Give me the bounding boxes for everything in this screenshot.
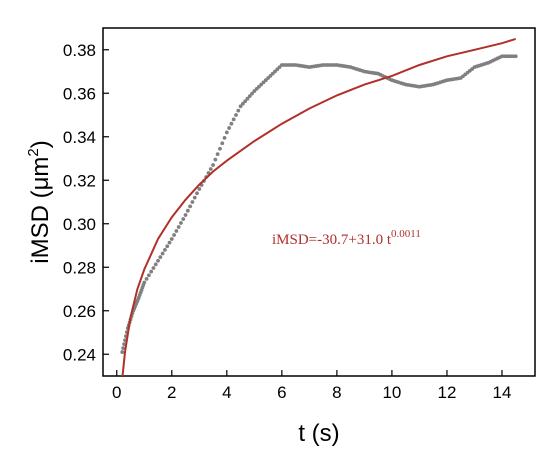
data-point xyxy=(158,255,163,259)
y-tick-label: 0.36 xyxy=(63,84,96,103)
data-point xyxy=(144,276,149,281)
data-point xyxy=(195,191,199,196)
data-point xyxy=(227,126,232,130)
y-axis-label-main: iMSD ( xyxy=(27,190,54,263)
y-tick-label: 0.28 xyxy=(63,258,96,277)
data-point xyxy=(197,187,202,191)
data-point xyxy=(169,237,174,241)
annotation-fit-equation: iMSD=-30.7+31.0 t0.0011 xyxy=(272,228,421,248)
annotation-base: iMSD=-30.7+31.0 t xyxy=(272,232,392,248)
data-point xyxy=(513,54,518,59)
fit-curve xyxy=(121,37,516,376)
plot-frame xyxy=(102,27,536,377)
data-point xyxy=(240,101,245,106)
y-tick-label: 0.26 xyxy=(63,302,96,321)
x-axis-label: t (s) xyxy=(298,420,339,447)
y-tick-label: 0.32 xyxy=(63,171,96,190)
y-tick-label: 0.34 xyxy=(63,128,96,147)
data-point xyxy=(245,96,250,101)
x-tick-label: 2 xyxy=(167,383,176,402)
data-point xyxy=(165,244,170,249)
data-point xyxy=(247,94,252,99)
data-point xyxy=(185,208,190,213)
x-tick-label: 12 xyxy=(437,383,456,402)
data-point xyxy=(122,342,126,346)
data-point xyxy=(224,130,229,135)
data-point xyxy=(188,204,193,209)
y-axis-ticks: 0.24 0.26 0.28 0.30 0.32 0.34 0.36 0.38 xyxy=(63,41,109,364)
data-point xyxy=(181,217,186,221)
data-point xyxy=(149,269,154,274)
data-point xyxy=(220,141,225,146)
data-point xyxy=(215,152,220,157)
data-point xyxy=(176,225,181,229)
y-axis-label-exponent: 2 xyxy=(25,148,42,156)
data-point xyxy=(151,266,156,270)
data-point xyxy=(236,108,241,113)
data-point xyxy=(167,240,172,245)
data-point xyxy=(174,229,179,233)
y-tick-label: 0.38 xyxy=(63,41,96,60)
x-tick-label: 0 xyxy=(112,383,121,402)
y-axis-label-unit: μm xyxy=(27,157,54,191)
x-tick-label: 10 xyxy=(382,383,401,402)
data-point xyxy=(250,91,254,96)
data-point xyxy=(238,104,243,109)
y-axis-label: iMSD (μm2) xyxy=(25,140,54,264)
data-point xyxy=(192,195,197,200)
y-tick-label: 0.24 xyxy=(63,345,96,364)
y-axis-label-close: ) xyxy=(27,140,54,148)
x-tick-label: 4 xyxy=(222,383,231,402)
data-point xyxy=(222,135,227,140)
data-point xyxy=(160,251,165,256)
data-point xyxy=(146,273,151,278)
data-point xyxy=(179,221,183,225)
data-point xyxy=(218,146,222,151)
data-point xyxy=(234,113,238,117)
data-point xyxy=(190,200,195,204)
data-point xyxy=(156,258,160,263)
data-point xyxy=(208,167,213,171)
data-point xyxy=(211,163,215,167)
data-point xyxy=(120,350,125,354)
data-point xyxy=(213,157,218,162)
data-point xyxy=(163,247,167,252)
data-point xyxy=(172,233,176,237)
data-point xyxy=(243,99,248,104)
y-tick-label: 0.30 xyxy=(63,215,96,234)
x-tick-label: 8 xyxy=(332,383,341,402)
x-tick-label: 6 xyxy=(277,383,286,402)
data-point xyxy=(153,262,158,267)
data-point xyxy=(231,117,236,122)
annotation-exponent: 0.0011 xyxy=(391,228,421,240)
data-point xyxy=(121,346,126,350)
data-point xyxy=(229,121,234,126)
data-point xyxy=(142,280,147,285)
data-point xyxy=(183,213,188,217)
data-series xyxy=(120,54,518,354)
x-tick-label: 14 xyxy=(493,383,512,402)
x-axis-ticks: 0 2 4 6 8 10 12 14 xyxy=(112,370,511,402)
